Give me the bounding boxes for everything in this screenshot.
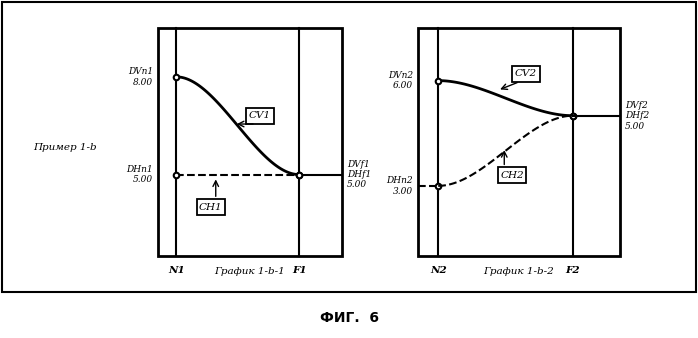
Bar — [2, 2, 696, 292]
Text: DVn1
8.00: DVn1 8.00 — [128, 67, 153, 87]
FancyBboxPatch shape — [498, 167, 526, 183]
Text: График 1-b-1: График 1-b-1 — [214, 267, 285, 276]
Text: DVf1
DHf1
5.00: DVf1 DHf1 5.00 — [347, 160, 371, 190]
Text: ФИГ.  6: ФИГ. 6 — [320, 311, 378, 325]
Text: N2: N2 — [430, 266, 447, 275]
Text: Пример 1-b: Пример 1-b — [34, 144, 97, 152]
FancyBboxPatch shape — [197, 199, 225, 215]
Text: DHn2
3.00: DHn2 3.00 — [387, 176, 413, 196]
Text: DHn1
5.00: DHn1 5.00 — [126, 165, 153, 184]
Text: DVn2
6.00: DVn2 6.00 — [388, 71, 413, 90]
Bar — [158, 28, 342, 256]
Bar — [418, 28, 620, 256]
Text: F1: F1 — [292, 266, 306, 275]
Text: F2: F2 — [565, 266, 580, 275]
Text: DVf2
DHf2
5.00: DVf2 DHf2 5.00 — [625, 101, 649, 130]
Text: CH1: CH1 — [199, 203, 223, 212]
Text: CV1: CV1 — [248, 112, 271, 120]
Text: График 1-b-2: График 1-b-2 — [484, 267, 554, 276]
Text: CH2: CH2 — [500, 171, 524, 180]
Text: CV2: CV2 — [514, 69, 537, 78]
FancyBboxPatch shape — [246, 108, 274, 124]
Text: N1: N1 — [168, 266, 185, 275]
FancyBboxPatch shape — [512, 66, 540, 81]
